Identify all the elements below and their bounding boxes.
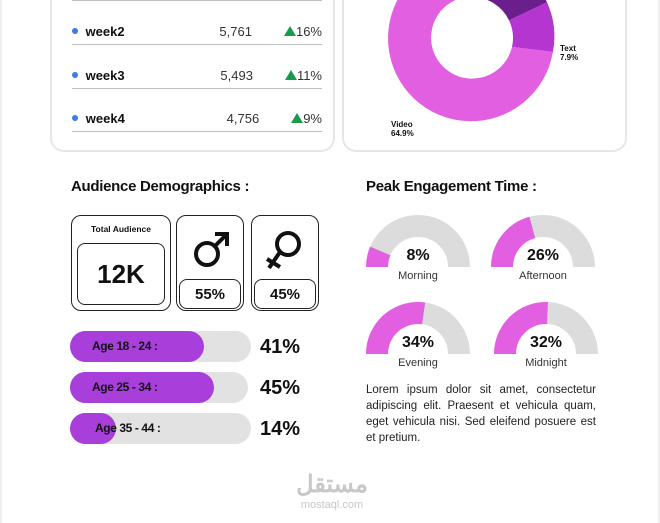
bullet-icon xyxy=(72,72,78,78)
gauge-label: Afternoon xyxy=(519,270,567,282)
male-box: 55% xyxy=(176,215,244,311)
age-percentage: 45% xyxy=(260,377,301,399)
gauge-value: 34% xyxy=(401,334,435,351)
gauge-label: Midnight xyxy=(525,357,567,369)
row-divider xyxy=(72,88,322,89)
gauge-midnight: 32% Midnight xyxy=(494,302,598,369)
week-row: week2 5,761 16% xyxy=(72,21,322,41)
age-bar-fill xyxy=(70,331,204,362)
total-audience-label: Total Audience xyxy=(91,224,151,234)
total-audience-value: 12K xyxy=(77,243,165,305)
gauge-morning: 8% Morning xyxy=(366,215,470,282)
weekly-stats-card: week2 5,761 16% week3 5,493 11% week4 4,… xyxy=(50,0,335,152)
week-value: 5,493 xyxy=(220,67,253,83)
gauge-evening: 34% Evening xyxy=(366,302,470,369)
age-label: Age 35 - 44 : xyxy=(95,421,161,435)
up-arrow-icon xyxy=(283,26,296,36)
up-arrow-icon xyxy=(291,113,304,123)
age-label: Age 18 - 24 : xyxy=(92,339,158,353)
gauge-arc xyxy=(366,215,470,268)
gauge-fill xyxy=(366,302,426,355)
week-name: week3 xyxy=(85,67,125,83)
week-name: week4 xyxy=(85,110,125,126)
gauge-fill xyxy=(494,302,548,355)
donut-slice-video xyxy=(388,0,553,122)
donut-slice-dark xyxy=(487,0,547,21)
week-change: 9% xyxy=(303,110,322,126)
age-bar-25-34: Age 25 - 34 : xyxy=(70,372,248,403)
week-change: 16% xyxy=(295,23,322,39)
gauge-label: Morning xyxy=(398,270,438,282)
female-symbol-icon xyxy=(265,231,301,270)
gauge-fill xyxy=(491,216,536,268)
donut-chart xyxy=(388,0,555,122)
age-bar-fill xyxy=(70,372,215,403)
engagement-title: Peak Engagement Time : xyxy=(366,178,537,195)
row-divider xyxy=(72,44,322,45)
donut-slice-text xyxy=(509,2,555,52)
week-row: week4 4,756 9% xyxy=(72,108,322,128)
brand-url: mostaql.com xyxy=(300,499,364,511)
brand-logo: مستقل xyxy=(296,471,368,498)
week-value: 5,761 xyxy=(219,23,252,39)
content-type-donut-card: Text 7.9% Video 64.9% xyxy=(342,0,627,152)
gauge-label: Evening xyxy=(398,357,438,369)
week-value: 4,756 xyxy=(226,110,260,126)
gauge-arc xyxy=(366,302,470,355)
row-divider xyxy=(72,0,322,1)
age-percentage: 14% xyxy=(260,418,301,440)
row-divider xyxy=(72,131,322,132)
gauge-arc xyxy=(494,302,598,355)
gauge-value: 26% xyxy=(526,247,560,264)
gauge-afternoon: 26% Afternoon xyxy=(491,215,595,282)
donut-label-text: Text 7.9% xyxy=(560,44,579,62)
gauge-track xyxy=(366,215,470,268)
age-bar-fill xyxy=(70,413,116,444)
audience-title: Audience Demographics : xyxy=(71,178,250,195)
male-percentage: 55% xyxy=(179,279,241,309)
week-name: week2 xyxy=(85,23,125,39)
gauge-arc xyxy=(491,215,595,268)
gauge-fill xyxy=(366,246,391,268)
gauge-value: 32% xyxy=(529,334,563,351)
age-bar-18-24: Age 18 - 24 : xyxy=(70,331,251,362)
bullet-icon xyxy=(72,115,78,121)
age-percentage: 41% xyxy=(260,336,301,358)
bullet-icon xyxy=(72,28,78,34)
age-bar-35-44: Age 35 - 44 : xyxy=(70,413,251,444)
description-paragraph: Lorem ipsum dolor sit amet, consectetur … xyxy=(366,384,596,444)
week-change: 11% xyxy=(296,67,322,83)
female-box: 45% xyxy=(251,215,319,311)
week-row: week3 5,493 11% xyxy=(72,65,322,85)
female-percentage: 45% xyxy=(254,279,316,309)
donut-label-video: Video 64.9% xyxy=(391,120,414,138)
male-symbol-icon xyxy=(194,232,229,267)
total-audience-box: Total Audience 12K xyxy=(71,215,171,311)
up-arrow-icon xyxy=(284,70,297,80)
age-label: Age 25 - 34 : xyxy=(92,380,158,394)
gauge-value: 8% xyxy=(406,247,430,264)
